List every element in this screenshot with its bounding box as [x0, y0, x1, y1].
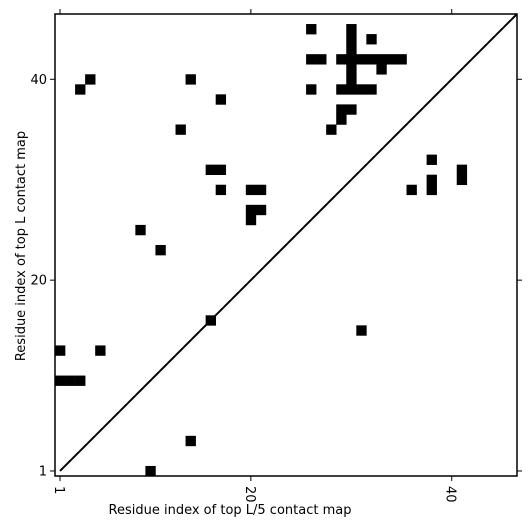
contact-cell-top-l	[346, 84, 357, 95]
contact-cell-top-l	[426, 174, 437, 186]
contact-cell-top-l5	[356, 325, 367, 336]
contact-cell-top-l5	[145, 465, 156, 477]
contact-cell-top-l	[306, 54, 317, 65]
contact-cell-top-l	[336, 54, 347, 65]
contact-cell-top-l5	[55, 375, 66, 386]
contact-cell-top-l	[456, 174, 468, 186]
contact-cell-top-l	[346, 104, 357, 115]
y-tick-label: 20	[30, 274, 47, 289]
contact-cell-top-l	[306, 24, 317, 35]
contact-cell-top-l	[326, 124, 337, 135]
contact-cell-top-l	[245, 204, 257, 216]
y-tick-label: 1	[39, 464, 47, 479]
contact-cell-top-l	[215, 94, 227, 105]
contact-cell-top-l	[255, 184, 267, 196]
contact-cells	[55, 24, 468, 477]
contact-cell-top-l	[356, 54, 367, 65]
diagonal-line	[59, 13, 518, 472]
contact-cell-top-l	[346, 74, 357, 85]
contact-cell-top-l	[336, 114, 347, 125]
contact-cell-top-l	[306, 84, 317, 95]
contact-cell-top-l	[366, 34, 377, 45]
contact-cell-top-l5	[75, 375, 86, 386]
contact-cell-top-l	[135, 224, 146, 236]
contact-cell-top-l	[215, 184, 227, 196]
contact-cell-top-l	[366, 84, 377, 95]
y-axis-label: Residue index of top L contact map	[14, 131, 29, 361]
contact-cell-top-l	[316, 54, 327, 65]
contact-cell-top-l	[155, 245, 166, 256]
contact-cell-top-l	[346, 64, 357, 75]
contact-cell-top-l	[406, 184, 417, 196]
x-axis-label: Residue index of top L/5 contact map	[109, 503, 352, 518]
contact-cell-top-l5	[55, 345, 66, 356]
contact-cell-top-l	[245, 214, 257, 226]
contact-cell-top-l	[346, 34, 357, 45]
contact-cell-top-l	[396, 54, 407, 65]
contact-cell-top-l5	[65, 375, 76, 386]
axis-ticks: 1 20 40 1 20 40	[30, 9, 522, 503]
contact-cell-top-l	[215, 164, 227, 175]
contact-cell-top-l	[85, 74, 96, 85]
contact-cell-top-l	[346, 24, 357, 35]
contact-cell-top-l5	[185, 435, 196, 447]
contact-cell-top-l	[346, 44, 357, 55]
contact-cell-top-l	[426, 184, 437, 196]
x-tick-label: 40	[443, 486, 458, 503]
contact-cell-top-l	[255, 204, 267, 216]
contact-cell-top-l	[376, 54, 387, 65]
x-tick-label: 20	[242, 486, 257, 503]
y-tick-label: 40	[30, 73, 47, 88]
contact-cell-top-l	[175, 124, 186, 135]
contact-cell-top-l	[185, 74, 196, 85]
contact-cell-top-l	[386, 54, 397, 65]
contact-cell-top-l	[205, 164, 216, 175]
x-tick-label: 1	[51, 486, 66, 494]
contact-cell-top-l	[245, 184, 257, 196]
plot-frame	[54, 13, 518, 477]
contact-cell-top-l	[456, 164, 468, 175]
contact-cell-top-l	[426, 154, 437, 165]
contact-cell-top-l	[376, 64, 387, 75]
contact-cell-top-l	[356, 84, 367, 95]
contact-cell-top-l	[346, 54, 357, 65]
contact-cell-top-l	[75, 84, 86, 95]
contact-cell-top-l	[336, 84, 347, 95]
contact-cell-top-l	[336, 104, 347, 115]
contact-cell-top-l5	[95, 345, 106, 356]
contact-cell-top-l	[366, 54, 377, 65]
